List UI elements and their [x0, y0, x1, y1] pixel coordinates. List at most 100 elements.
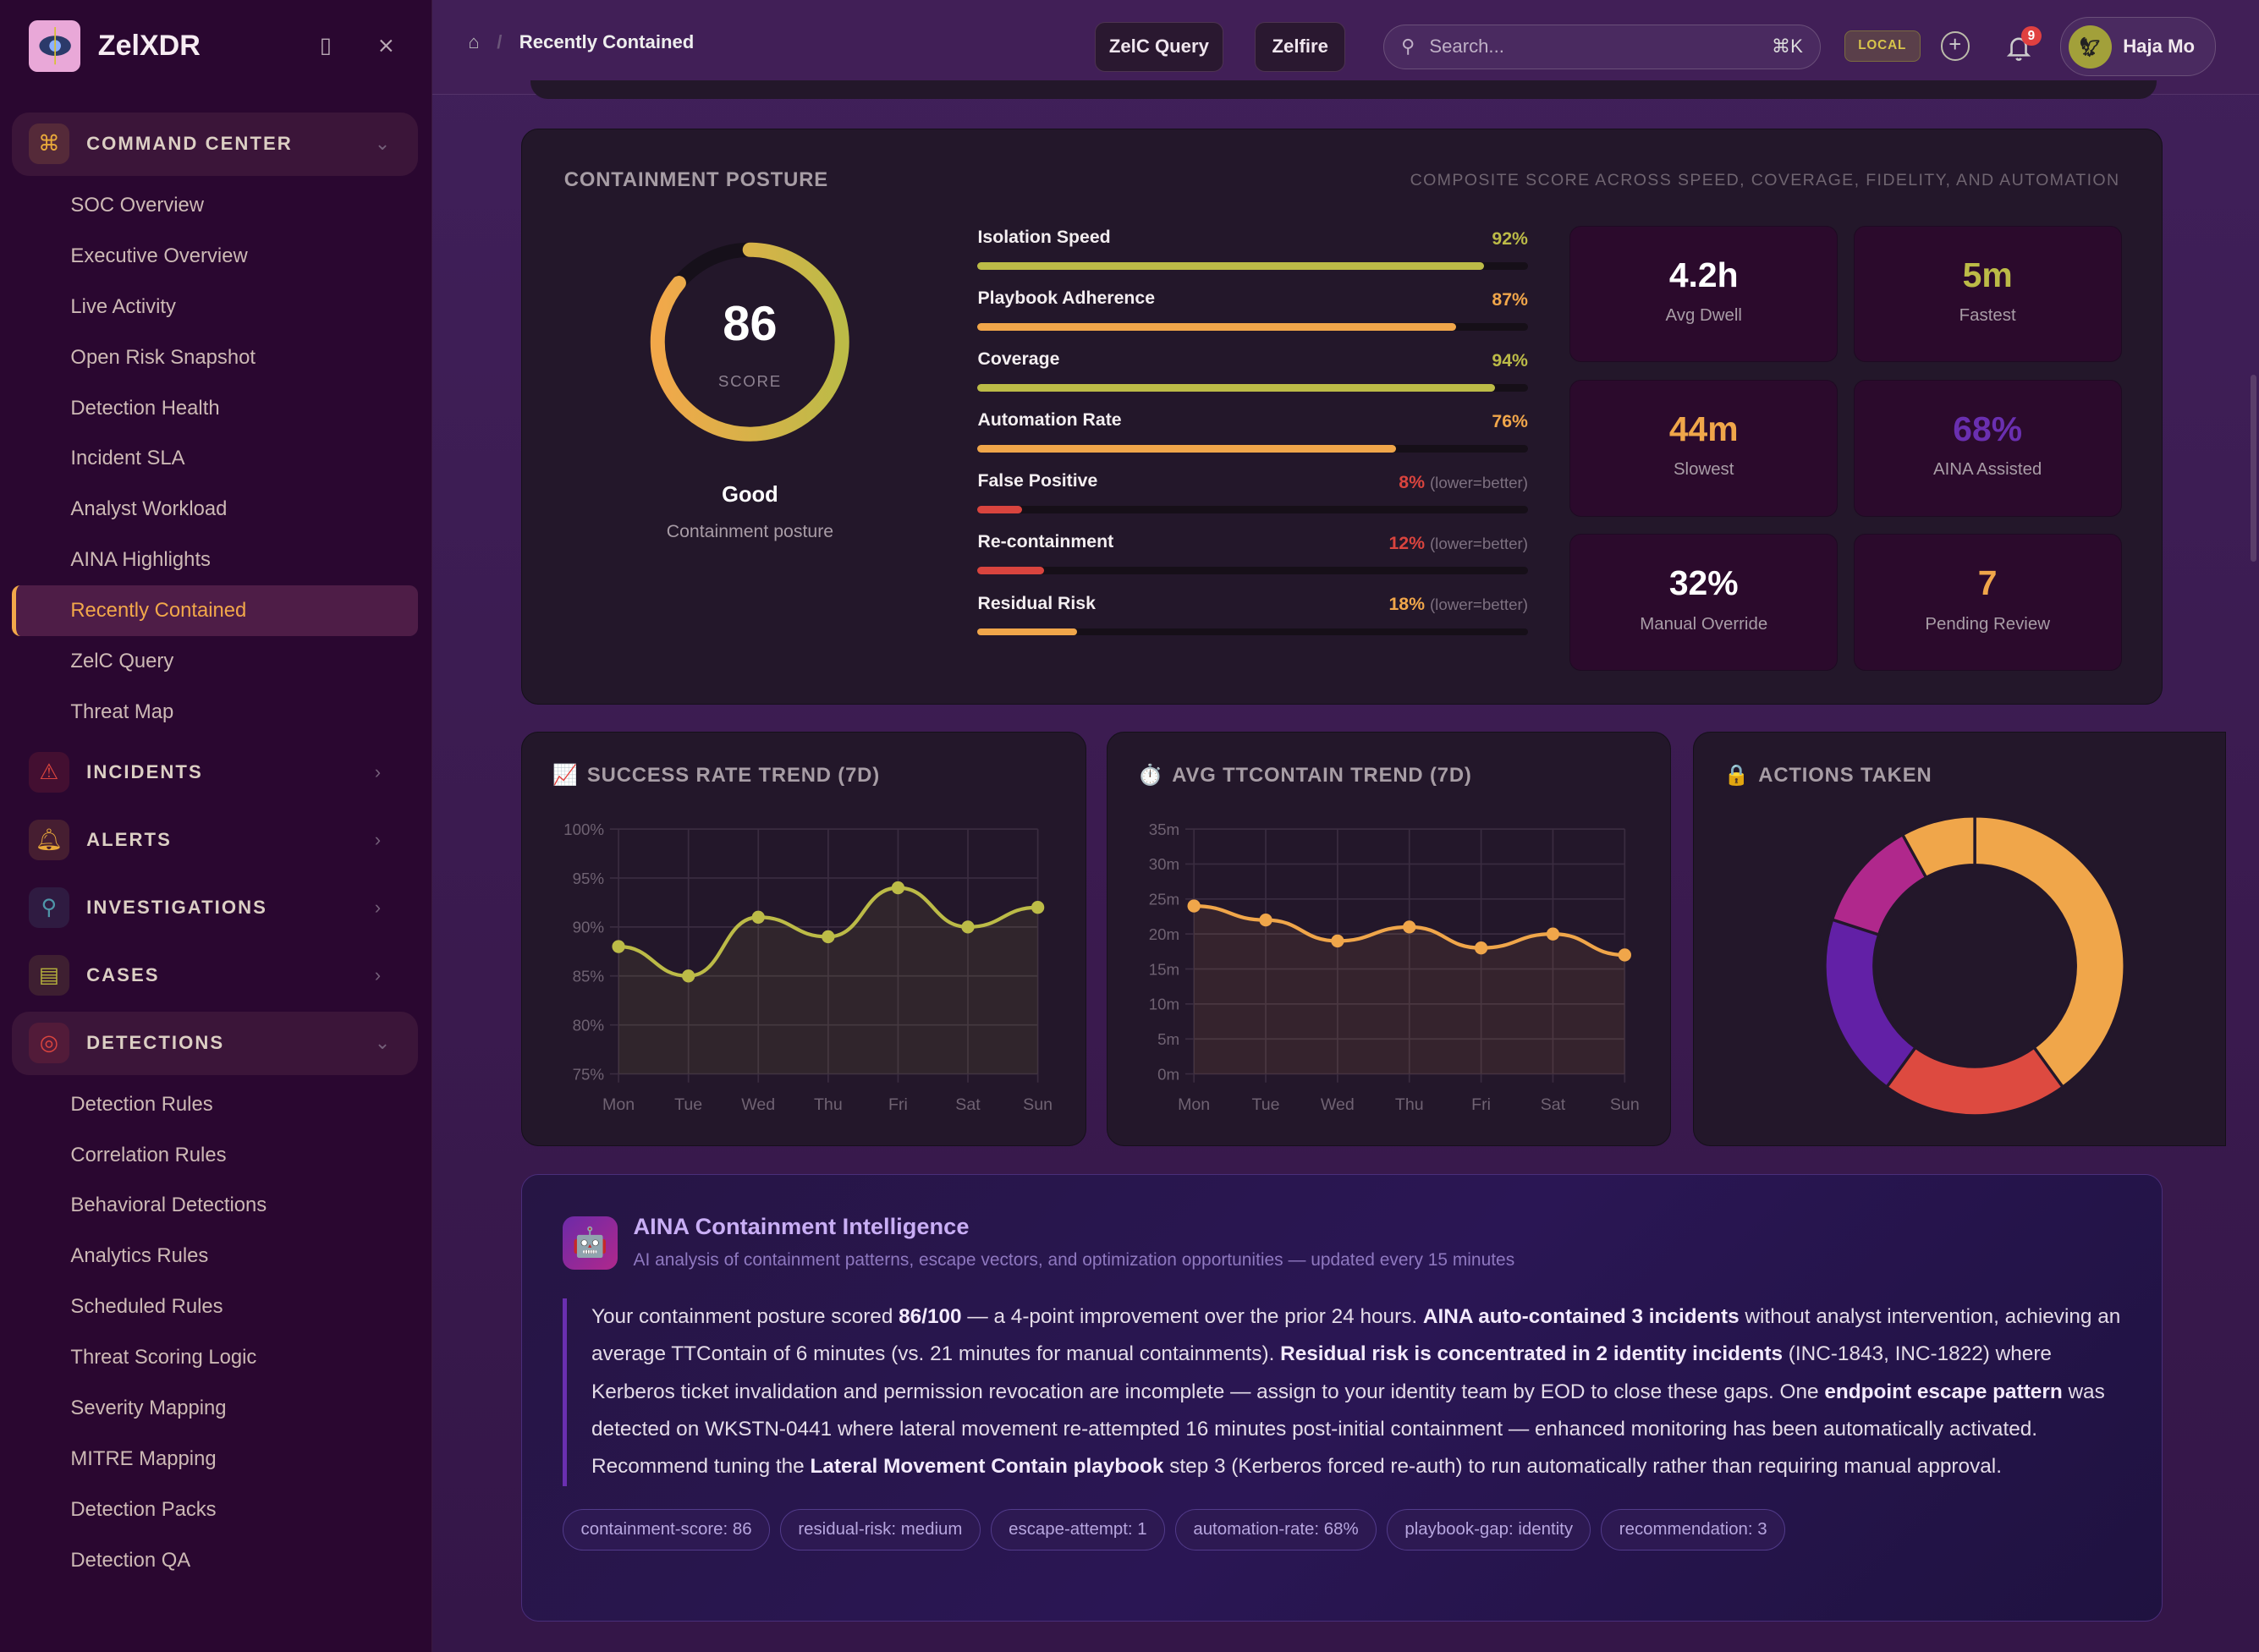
sidebar-item-executive-overview[interactable]: Executive Overview — [70, 244, 248, 267]
sidebar-item-detection-rules[interactable]: Detection Rules — [70, 1092, 213, 1116]
tag-chip[interactable]: escape-attempt: 1 — [990, 1508, 1166, 1551]
sidebar: ZelXDR ▯ ⨯ ⌘ COMMAND CENTER ⌄ SOC Overview E… — [0, 0, 432, 1652]
sidebar-item-aina-highlights[interactable]: AINA Highlights — [70, 548, 211, 572]
sidebar-item-analytics-rules[interactable]: Analytics Rules — [70, 1244, 209, 1268]
chart-svg — [1823, 815, 2126, 1117]
score-label: SCORE — [717, 372, 782, 391]
highlight-text: 86/100 — [899, 1305, 962, 1329]
metric-bar-residual-risk: Residual Risk 18% (lower=better) — [977, 593, 1528, 636]
bar-value: 18% (lower=better) — [1388, 594, 1528, 615]
success-rate-chart-card: 📈 SUCCESS RATE TREND (7D) 75% 80% 85% 90% 95% 1… — [521, 732, 1086, 1147]
add-icon[interactable]: + — [1940, 31, 1970, 61]
nav-group-cases[interactable]: ▤ CASES › — [12, 944, 418, 1007]
sidebar-item-incident-sla[interactable]: Incident SLA — [70, 447, 185, 470]
user-menu[interactable]: 🦅︎ Haja Mo — [2060, 17, 2216, 77]
metric-tile-avg-dwell: 4.2h Avg Dwell — [1569, 225, 1839, 363]
search-placeholder: Search... — [1429, 36, 1504, 58]
chevron-down-icon: ⌄ — [374, 1032, 391, 1054]
metric-tile-aina-assisted: 68% AINA Assisted — [1853, 379, 2122, 517]
sidebar-item-analyst-workload[interactable]: Analyst Workload — [70, 497, 228, 521]
tag-chip[interactable]: playbook-gap: identity — [1386, 1508, 1591, 1551]
sidebar-item-recently-contained[interactable]: Recently Contained — [11, 585, 418, 637]
data-point — [1330, 934, 1344, 948]
containment-posture-card: CONTAINMENT POSTURE COMPOSITE SCORE ACRO… — [521, 128, 2163, 705]
scrollbar[interactable] — [2250, 374, 2256, 563]
nav-group-incidents[interactable]: ⚠ INCIDENTS › — [12, 741, 418, 804]
data-point — [1031, 901, 1045, 914]
stopwatch-icon: ⏱️ — [1137, 763, 1164, 787]
y-tick-label: 0m — [1157, 1065, 1179, 1083]
progress-track — [977, 262, 1528, 270]
x-tick-label: Mon — [602, 1095, 635, 1114]
avatar: 🦅︎ — [2068, 25, 2112, 69]
search-input[interactable]: ⚲ Search... ⌘K — [1382, 24, 1822, 69]
sidebar-item-soc-overview[interactable]: SOC Overview — [70, 193, 204, 217]
topbar: ⌂ / Recently Contained ZelC Query Zelfire… — [431, 0, 2259, 96]
sidebar-nav: ⌘ COMMAND CENTER ⌄ SOC Overview Executive Ov… — [11, 112, 418, 1589]
collapse-icon[interactable]: ⨯ — [376, 34, 396, 58]
progress-fill — [977, 567, 1044, 574]
tag-chip[interactable]: recommendation: 3 — [1601, 1508, 1786, 1551]
search-icon: ⚲ — [29, 887, 69, 928]
y-tick-label: 25m — [1148, 891, 1179, 908]
sidebar-item-zelc-query[interactable]: ZelC Query — [70, 650, 174, 673]
donut-slice — [1823, 917, 1918, 1089]
briefcase-icon: ▤ — [29, 955, 69, 996]
data-point — [682, 969, 695, 983]
sidebar-item-live-activity[interactable]: Live Activity — [70, 294, 176, 318]
target-icon: ◎ — [29, 1023, 69, 1063]
sidebar-item-severity-mapping[interactable]: Severity Mapping — [70, 1397, 227, 1420]
nav-group-detections[interactable]: ◎ DETECTIONS ⌄ — [11, 1011, 418, 1075]
progress-fill — [977, 506, 1022, 513]
nav-group-label: ALERTS — [86, 829, 172, 850]
x-tick-label: Fri — [888, 1095, 908, 1114]
sidebar-item-mitre-mapping[interactable]: MITRE Mapping — [70, 1447, 217, 1471]
sidebar-item-correlation-rules[interactable]: Correlation Rules — [70, 1143, 227, 1166]
data-point — [752, 910, 766, 924]
metric-tile-fastest: 5m Fastest — [1853, 225, 2122, 363]
sidebar-item-scheduled-rules[interactable]: Scheduled Rules — [70, 1295, 223, 1319]
nav-group-command-center[interactable]: ⌘ COMMAND CENTER ⌄ — [11, 112, 418, 176]
sidebar-item-threat-scoring-logic[interactable]: Threat Scoring Logic — [70, 1346, 257, 1369]
nav-group-investigations[interactable]: ⚲ INVESTIGATIONS › — [12, 876, 418, 940]
aina-analysis: Your containment posture scored 86/100 —… — [563, 1298, 2121, 1486]
x-tick-label: Wed — [1321, 1095, 1355, 1114]
bar-note: (lower=better) — [1429, 474, 1528, 492]
zelfire-button[interactable]: Zelfire — [1255, 21, 1346, 73]
donut-slice — [1973, 815, 2126, 1089]
zelc-query-button[interactable]: ZelC Query — [1095, 21, 1223, 73]
bell-icon: 🔔︎ — [29, 820, 69, 860]
sidebar-item-behavioral-detections[interactable]: Behavioral Detections — [70, 1194, 267, 1217]
tag-chip[interactable]: automation-rate: 68% — [1174, 1508, 1377, 1551]
chevron-down-icon: ⌄ — [374, 133, 391, 155]
brand[interactable]: ZelXDR — [29, 19, 201, 73]
x-tick-label: Thu — [814, 1095, 843, 1114]
tag-chip[interactable]: containment-score: 86 — [563, 1508, 770, 1551]
donut-slice — [1900, 815, 1976, 880]
area-fill — [1193, 906, 1625, 1074]
home-icon[interactable]: ⌂ — [468, 31, 480, 53]
app-name: ZelXDR — [97, 29, 201, 62]
sidebar-item-detection-health[interactable]: Detection Health — [70, 396, 220, 420]
sidebar-item-threat-map[interactable]: Threat Map — [70, 700, 174, 724]
data-point — [892, 881, 905, 895]
sidebar-toggle-icon[interactable]: ▯ — [319, 34, 332, 58]
card-subtitle: COMPOSITE SCORE ACROSS SPEED, COVERAGE, … — [1410, 170, 2120, 189]
metric-value: 68% — [1953, 409, 2023, 448]
bar-note: (lower=better) — [1429, 595, 1528, 614]
actions-taken-chart-card: 🔒 ACTIONS TAKEN — [1692, 732, 2226, 1147]
nav-group-alerts[interactable]: 🔔︎ ALERTS › — [12, 809, 418, 872]
sidebar-item-detection-qa[interactable]: Detection QA — [70, 1549, 191, 1572]
x-tick-label: Fri — [1471, 1095, 1491, 1114]
sidebar-item-detection-packs[interactable]: Detection Packs — [70, 1498, 217, 1522]
aina-title: AINA Containment Intelligence — [633, 1213, 970, 1240]
metric-tile-pending-review: 7 Pending Review — [1853, 534, 2122, 671]
bar-label: Re-containment — [977, 531, 1114, 552]
sidebar-item-open-risk-snapshot[interactable]: Open Risk Snapshot — [70, 345, 256, 369]
analysis-text: without analyst intervention, achieving … — [591, 1305, 2121, 1366]
chevron-right-icon: › — [374, 829, 382, 850]
metric-label: Slowest — [1673, 460, 1734, 480]
tag-chip[interactable]: residual-risk: medium — [779, 1508, 981, 1551]
breadcrumb-current: Recently Contained — [519, 31, 695, 53]
